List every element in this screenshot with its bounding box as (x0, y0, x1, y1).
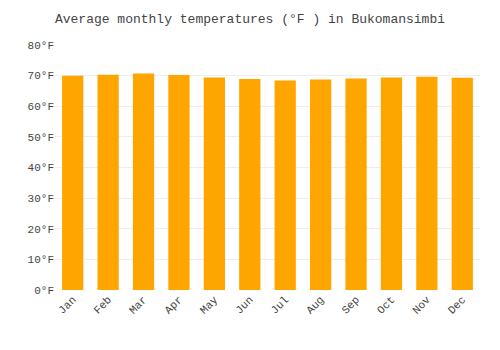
svg-text:80°F: 80°F (28, 40, 54, 52)
svg-text:Dec: Dec (446, 294, 468, 316)
svg-text:Aug: Aug (304, 294, 326, 316)
svg-text:40°F: 40°F (28, 162, 54, 174)
svg-text:Apr: Apr (162, 294, 184, 316)
svg-text:Feb: Feb (92, 294, 114, 316)
svg-text:Jul: Jul (269, 294, 291, 316)
svg-text:Mar: Mar (127, 294, 149, 316)
svg-text:20°F: 20°F (28, 224, 54, 236)
svg-text:May: May (198, 294, 221, 317)
svg-text:60°F: 60°F (28, 101, 54, 113)
svg-text:Oct: Oct (375, 294, 397, 316)
svg-text:Jan: Jan (56, 294, 78, 316)
svg-text:30°F: 30°F (28, 193, 54, 205)
svg-text:10°F: 10°F (28, 254, 54, 266)
svg-text:Average monthly temperatures (: Average monthly temperatures (°F ) in Bu… (55, 12, 445, 27)
svg-text:0°F: 0°F (34, 285, 54, 297)
svg-text:Jun: Jun (233, 294, 255, 316)
svg-text:70°F: 70°F (28, 70, 54, 82)
svg-text:Nov: Nov (410, 294, 433, 317)
svg-text:50°F: 50°F (28, 132, 54, 144)
svg-text:Sep: Sep (340, 294, 362, 316)
